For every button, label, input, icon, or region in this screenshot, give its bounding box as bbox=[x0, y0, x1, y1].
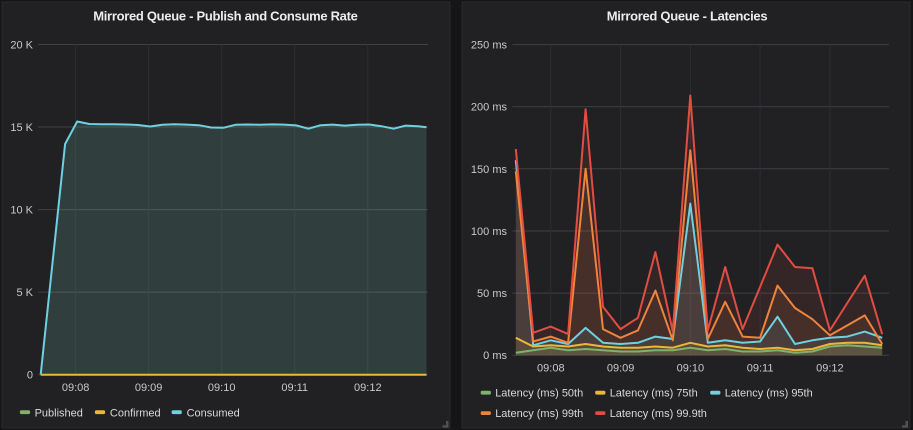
svg-text:09:10: 09:10 bbox=[677, 363, 705, 375]
svg-text:Consumed: Consumed bbox=[187, 407, 240, 419]
svg-text:Latency (ms) 99th: Latency (ms) 99th bbox=[495, 408, 583, 420]
svg-text:09:09: 09:09 bbox=[135, 382, 163, 394]
svg-text:09:09: 09:09 bbox=[607, 363, 635, 375]
svg-text:0: 0 bbox=[27, 370, 33, 382]
svg-text:Confirmed: Confirmed bbox=[110, 407, 161, 419]
svg-text:09:10: 09:10 bbox=[208, 382, 236, 394]
svg-text:09:08: 09:08 bbox=[537, 363, 565, 375]
svg-text:Latency (ms) 95th: Latency (ms) 95th bbox=[725, 388, 813, 400]
svg-text:5 K: 5 K bbox=[16, 287, 33, 299]
svg-text:10 K: 10 K bbox=[10, 205, 33, 217]
svg-text:Latency (ms) 99.9th: Latency (ms) 99.9th bbox=[610, 408, 707, 420]
svg-text:50 ms: 50 ms bbox=[477, 288, 507, 300]
svg-text:250 ms: 250 ms bbox=[471, 40, 508, 52]
svg-text:20 K: 20 K bbox=[10, 40, 33, 52]
svg-text:09:12: 09:12 bbox=[816, 363, 844, 375]
svg-text:200 ms: 200 ms bbox=[471, 102, 508, 114]
svg-text:150 ms: 150 ms bbox=[471, 164, 508, 176]
svg-text:100 ms: 100 ms bbox=[471, 226, 508, 238]
svg-text:Latency (ms) 75th: Latency (ms) 75th bbox=[610, 388, 698, 400]
svg-text:09:11: 09:11 bbox=[747, 363, 774, 375]
svg-text:09:08: 09:08 bbox=[62, 382, 90, 394]
svg-text:15 K: 15 K bbox=[10, 122, 33, 134]
svg-text:Mirrored Queue - Publish and C: Mirrored Queue - Publish and Consume Rat… bbox=[93, 9, 357, 24]
svg-text:Published: Published bbox=[35, 407, 83, 419]
svg-text:Mirrored Queue - Latencies: Mirrored Queue - Latencies bbox=[607, 9, 768, 24]
svg-text:09:12: 09:12 bbox=[354, 382, 382, 394]
svg-text:0 ms: 0 ms bbox=[483, 350, 507, 362]
svg-text:Latency (ms) 50th: Latency (ms) 50th bbox=[495, 388, 583, 400]
svg-text:09:11: 09:11 bbox=[281, 382, 308, 394]
